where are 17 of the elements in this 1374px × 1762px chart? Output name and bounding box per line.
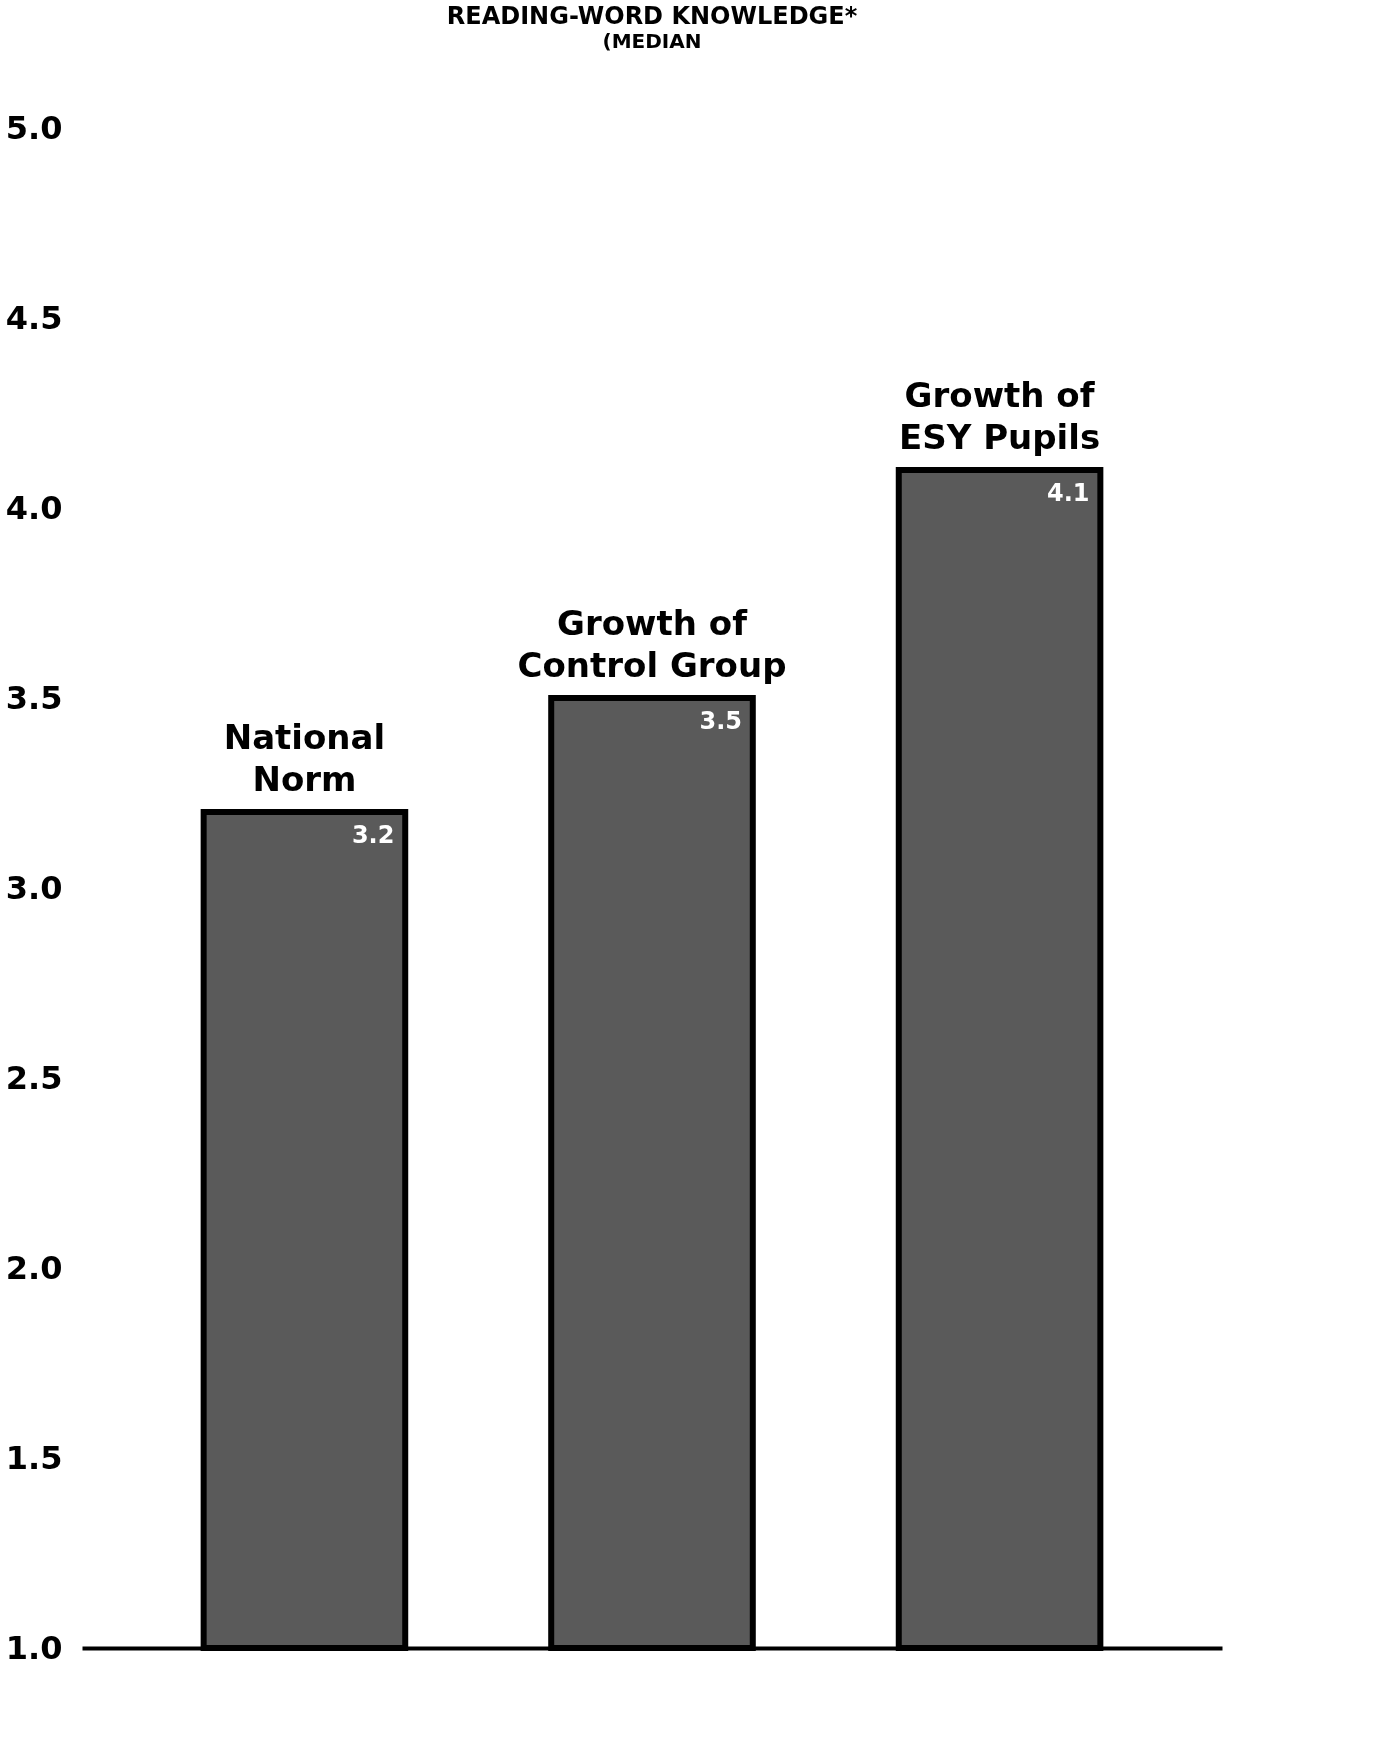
chart-subtitle: (MEDIAN <box>602 29 702 53</box>
y-tick-label: 5.0 <box>5 108 63 147</box>
y-tick-label: 3.0 <box>5 868 63 907</box>
data-label: 3.2 <box>351 821 395 849</box>
data-label: 3.5 <box>699 707 742 735</box>
y-tick-label: 4.0 <box>5 488 63 527</box>
y-tick-label: 1.0 <box>5 1628 63 1667</box>
chart-title: READING-WORD KNOWLEDGE* <box>446 2 858 30</box>
data-label: 4.1 <box>1047 479 1090 507</box>
y-tick-label: 2.0 <box>5 1248 63 1287</box>
y-tick-label: 3.5 <box>5 678 63 717</box>
y-tick-label: 2.5 <box>5 1058 63 1097</box>
y-tick-label: 4.5 <box>5 298 63 337</box>
x-tick-label: Growth of ESY Pupils <box>898 375 1101 457</box>
x-tick-label: National Norm <box>223 717 386 799</box>
x-tick-label: Growth of Control Group <box>517 603 787 685</box>
y-tick-label: 1.5 <box>5 1438 63 1477</box>
